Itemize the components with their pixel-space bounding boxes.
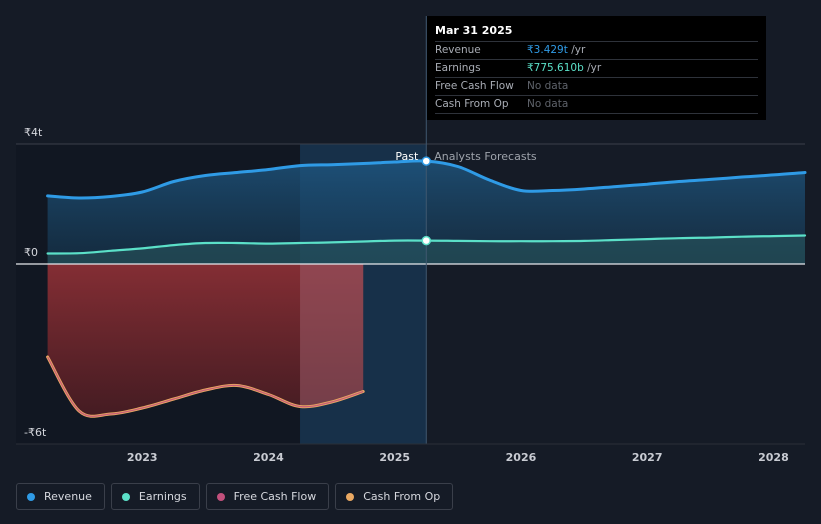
- tooltip-label: Revenue: [435, 44, 481, 56]
- legend-dot-icon: [216, 492, 225, 501]
- tooltip-value-wrap: ₹775.610b /yr: [527, 60, 601, 77]
- y-tick-label: ₹4t: [24, 126, 43, 139]
- y-tick-label: ₹0: [24, 246, 38, 259]
- revenue-marker: [421, 156, 432, 166]
- legend-label: Free Cash Flow: [233, 490, 317, 503]
- legend-item-revenue[interactable]: Revenue: [16, 483, 105, 510]
- tooltip-label: Cash From Op: [435, 98, 509, 110]
- tooltip-value: No data: [527, 80, 569, 92]
- forecast-label: Analysts Forecasts: [434, 150, 537, 163]
- chart-canvas: ₹4t ₹0 -₹6t 2023 2024 2025 2026 2027 2028 Past Ana…: [16, 16, 807, 464]
- tooltip-row-cash-from-op: Cash From Op No data: [435, 96, 758, 114]
- past-label: Past: [395, 150, 419, 163]
- tooltip-value-wrap: ₹3.429t /yr: [527, 42, 585, 59]
- tooltip-value-wrap: No data: [527, 96, 568, 113]
- legend-label: Revenue: [44, 490, 92, 503]
- legend: Revenue Earnings Free Cash Flow Cash Fro…: [16, 483, 454, 510]
- tooltip-row-earnings: Earnings ₹775.610b /yr: [435, 60, 758, 78]
- tooltip-panel: Mar 31 2025 Revenue ₹3.429t /yr Earnings…: [427, 16, 766, 120]
- cash-from-op-area: [47, 264, 364, 417]
- tooltip-unit: /yr: [567, 44, 586, 56]
- tooltip-value: ₹775.610b: [527, 62, 584, 74]
- legend-item-cash-from-op[interactable]: Cash From Op: [335, 483, 454, 510]
- x-tick-label: 2026: [506, 451, 537, 464]
- free-cash-flow-line: [47, 356, 364, 417]
- tooltip-date: Mar 31 2025: [435, 23, 758, 42]
- x-tick-label: 2027: [632, 451, 663, 464]
- tooltip-value: ₹3.429t: [527, 44, 568, 56]
- legend-label: Earnings: [138, 490, 187, 503]
- cash-area-highlight: [300, 264, 364, 407]
- legend-dot-icon: [27, 492, 35, 501]
- legend-label: Cash From Op: [363, 490, 441, 503]
- legend-item-free-cash-flow[interactable]: Free Cash Flow: [205, 483, 330, 510]
- legend-dot-icon: [346, 492, 355, 501]
- x-tick-label: 2028: [758, 451, 789, 464]
- tooltip-row-free-cash-flow: Free Cash Flow No data: [435, 78, 758, 96]
- x-tick-label: 2023: [127, 451, 158, 464]
- y-tick-label: -₹6t: [24, 426, 47, 439]
- tooltip-value: No data: [527, 98, 569, 110]
- legend-item-earnings[interactable]: Earnings: [110, 483, 200, 510]
- tooltip-row-revenue: Revenue ₹3.429t /yr: [435, 42, 758, 60]
- earnings-marker: [421, 235, 432, 246]
- tooltip-unit: /yr: [583, 62, 602, 74]
- x-tick-label: 2025: [379, 451, 410, 464]
- legend-dot-icon: [121, 492, 130, 501]
- tooltip-value-wrap: No data: [527, 78, 568, 95]
- x-tick-label: 2024: [253, 451, 284, 464]
- tooltip-label: Earnings: [435, 62, 481, 74]
- tooltip-label: Free Cash Flow: [435, 80, 514, 92]
